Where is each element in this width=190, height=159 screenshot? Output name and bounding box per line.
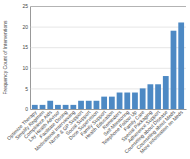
y-tick: 10 <box>22 65 186 71</box>
chart: 0 5 10 15 20 25 Optimize TherapySimplify Regim… <box>0 0 190 159</box>
grid-line <box>30 47 186 48</box>
bar <box>163 76 169 109</box>
bar <box>40 105 46 109</box>
bar <box>47 101 53 109</box>
y-tick-label: 0 <box>25 106 28 112</box>
x-axis: Optimize TherapySimplify RegimenComplian… <box>6 109 187 155</box>
bar <box>147 84 153 109</box>
bar <box>124 93 130 109</box>
bar <box>101 97 107 109</box>
y-tick: 15 <box>22 44 186 50</box>
bars <box>32 22 184 109</box>
bar <box>132 93 138 109</box>
y-tick: 5 <box>25 86 186 92</box>
bar <box>86 101 92 109</box>
grid-line <box>30 27 186 28</box>
bar <box>171 31 177 109</box>
y-axis-line <box>31 7 187 110</box>
y-axis-title: Frequency Count of Interventions <box>2 20 8 94</box>
x-tick: Counseling about Meds <box>135 109 177 151</box>
bar <box>178 22 184 109</box>
bar <box>140 88 146 109</box>
y-tick-label: 20 <box>22 24 28 30</box>
grid-line <box>30 6 186 7</box>
bar <box>78 101 84 109</box>
bar <box>70 105 76 109</box>
plot: 0 5 10 15 20 25 Optimize TherapySimplify Regim… <box>6 3 187 154</box>
bar <box>63 105 69 109</box>
y-tick: 20 <box>22 24 186 30</box>
y-tick: 25 <box>22 3 186 9</box>
bar <box>32 105 38 109</box>
y-axis: 0 5 10 15 20 25 <box>22 3 186 112</box>
bar <box>117 93 123 109</box>
bar <box>109 97 115 109</box>
y-tick-label: 15 <box>22 44 28 50</box>
y-tick-label: 10 <box>22 65 28 71</box>
grid-line <box>30 88 186 89</box>
bar <box>94 101 100 109</box>
bar <box>55 105 61 109</box>
grid-line <box>30 68 186 69</box>
x-tick-label: More Information on Meds <box>139 109 185 155</box>
y-tick-label: 5 <box>25 86 28 92</box>
x-tick: More Information on Meds <box>139 109 185 155</box>
bar <box>155 84 161 109</box>
y-tick-label: 25 <box>22 3 28 9</box>
x-tick-label: Counseling about Meds <box>135 109 177 151</box>
